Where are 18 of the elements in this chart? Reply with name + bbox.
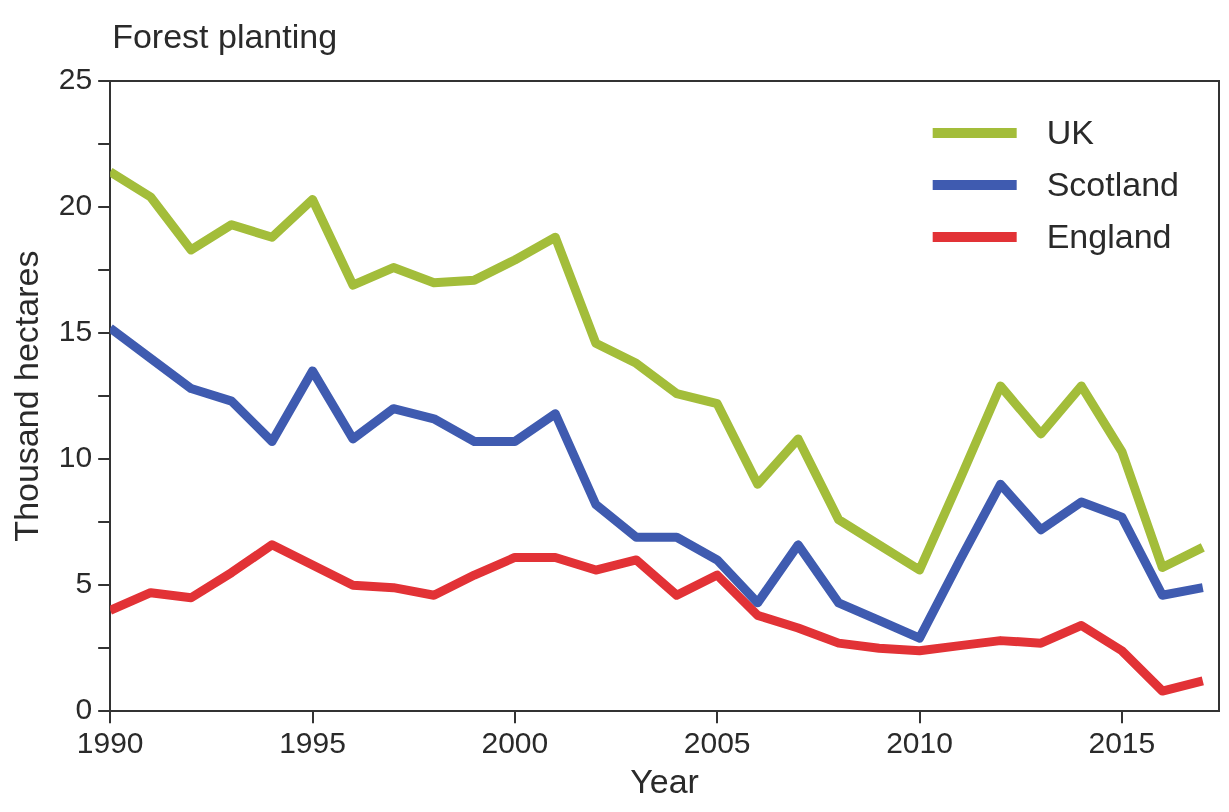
x-tick-label: 2000 [481,726,549,760]
x-tick-label: 1990 [76,726,144,760]
y-tick-label: 25 [58,62,93,96]
y-axis-title: Thousand hectares [6,250,45,542]
legend-label: England [1046,217,1172,256]
x-tick-label: 1995 [279,726,346,760]
legend-label: Scotland [1046,165,1180,204]
y-tick-label: 5 [75,566,93,600]
x-tick-label: 2015 [1088,726,1156,760]
y-tick-label: 15 [58,314,93,348]
x-tick-label: 2005 [683,726,751,760]
x-axis-title: Year [630,761,699,800]
y-tick-label: 20 [58,188,93,222]
x-tick-label: 2010 [886,726,953,760]
legend-label: UK [1046,113,1095,152]
y-tick-label: 10 [58,440,93,474]
y-tick-label: 0 [75,692,93,726]
chart-title: Forest planting [112,17,338,55]
